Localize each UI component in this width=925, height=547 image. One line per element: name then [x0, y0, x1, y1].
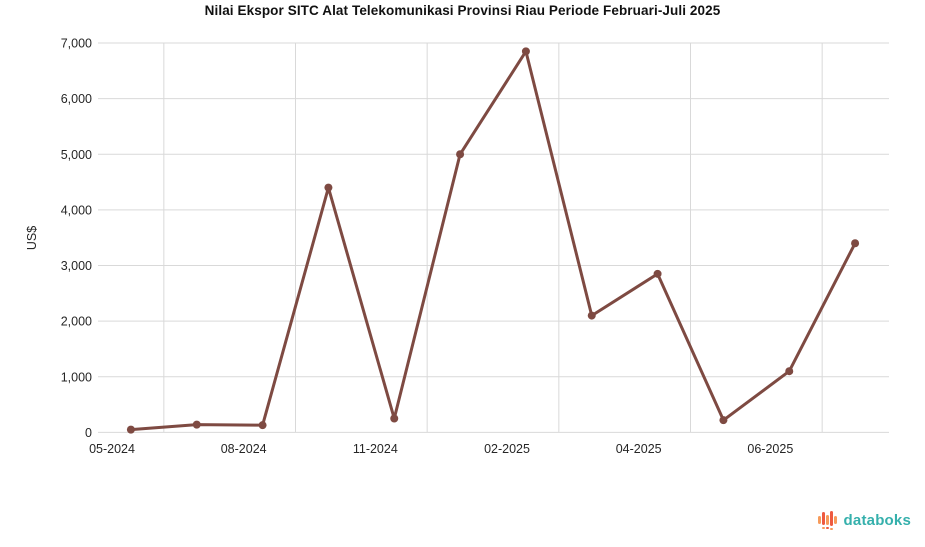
data-point-marker[interactable] [258, 421, 267, 430]
y-tick-label: 7,000 [61, 37, 92, 51]
logo-bar [821, 512, 825, 525]
gridlines [98, 42, 889, 433]
data-point-marker[interactable] [653, 269, 662, 278]
line-series [126, 47, 860, 434]
logo-bar [817, 516, 821, 524]
logo-bar [825, 515, 829, 525]
x-tick-label: 04-2025 [616, 442, 662, 456]
logo-bar [821, 527, 825, 529]
data-point-marker[interactable] [785, 367, 794, 376]
series-line [129, 49, 857, 432]
chart-title: Nilai Ekspor SITC Alat Telekomunikasi Pr… [204, 3, 721, 18]
data-point-marker[interactable] [719, 416, 728, 425]
logo-bar [833, 516, 837, 524]
data-point-marker[interactable] [521, 47, 530, 56]
data-point-marker[interactable] [324, 183, 333, 192]
data-point-marker[interactable] [587, 311, 596, 320]
y-tick-label: 1,000 [61, 370, 92, 384]
y-tick-label: 3,000 [61, 259, 92, 273]
axis-labels: 0 1,000 2,000 3,000 4,000 5,000 6,000 7,000 05-2… [61, 37, 794, 457]
y-tick-label: 5,000 [61, 148, 92, 162]
y-tick-label: 4,000 [61, 203, 92, 217]
logo-bar [829, 511, 833, 526]
x-tick-label: 08-2024 [221, 442, 267, 456]
data-point-marker[interactable] [390, 414, 399, 423]
databoks-logo[interactable]: databoks [817, 509, 911, 531]
y-tick-label: 0 [85, 426, 92, 440]
y-tick-label: 2,000 [61, 315, 92, 329]
y-tick-label: 6,000 [61, 92, 92, 106]
x-tick-label: 11-2024 [353, 442, 398, 456]
data-point-marker[interactable] [456, 150, 465, 159]
x-tick-label: 05-2024 [89, 442, 135, 456]
databoks-icon [817, 509, 840, 531]
x-tick-label: 06-2025 [747, 442, 793, 456]
logo-bar [829, 528, 833, 530]
logo-bar [825, 527, 829, 529]
data-point-marker[interactable] [126, 425, 135, 434]
data-point-marker[interactable] [192, 420, 201, 429]
x-tick-label: 02-2025 [484, 442, 530, 456]
y-axis-title: US$ [25, 226, 39, 250]
data-point-marker[interactable] [851, 239, 860, 248]
databoks-logo-text: databoks [843, 511, 911, 529]
